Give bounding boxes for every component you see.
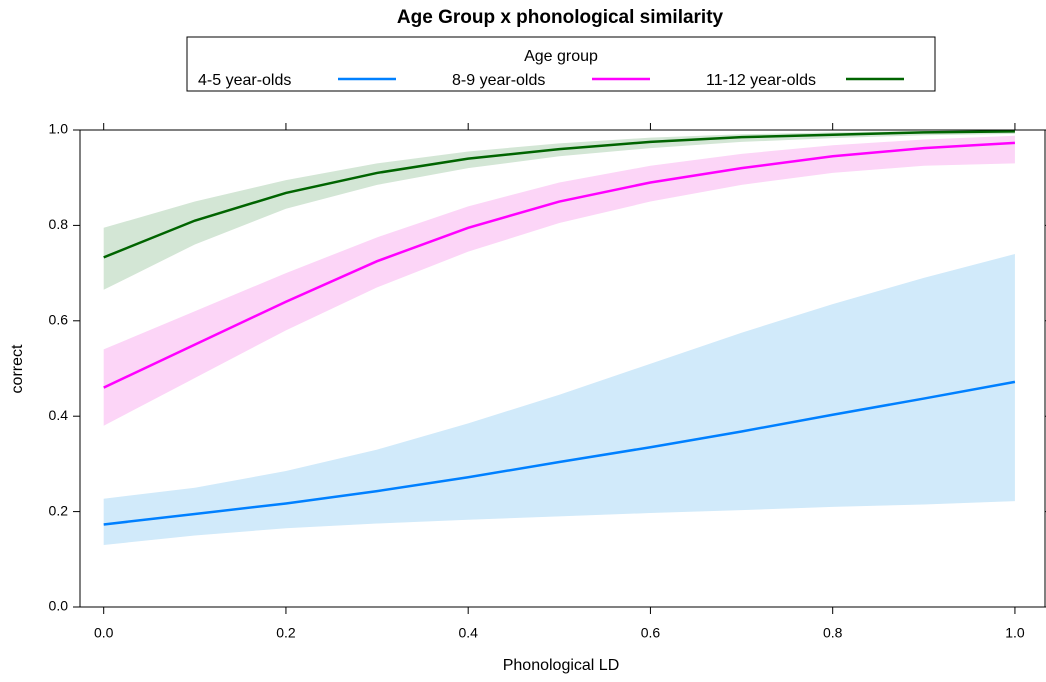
- line: [103, 130, 1015, 259]
- y-tick-label: 0.2: [49, 502, 69, 518]
- y-tick-label: 0.4: [49, 407, 69, 423]
- legend-label: 4-5 year-olds: [198, 72, 291, 89]
- line: [103, 380, 1016, 526]
- x-tick-label: 0.4: [458, 625, 478, 641]
- x-axis-label: Phonological LD: [503, 657, 620, 674]
- legend-label: 11-12 year-olds: [706, 72, 816, 89]
- x-tick-label: 0.6: [641, 625, 661, 641]
- chart-title: Age Group x phonological similarity: [397, 7, 724, 28]
- x-tick-label: 0.8: [823, 625, 843, 641]
- legend-title: Age group: [524, 48, 598, 65]
- plot-frame: [79, 129, 1046, 608]
- y-tick-label: 0.8: [49, 216, 69, 232]
- confidence-band: [103, 254, 1015, 545]
- y-tick-label: 0.0: [49, 598, 69, 614]
- confidence-band: [103, 135, 1015, 426]
- y-axis-label: correct: [9, 344, 26, 393]
- x-tick-label: 0.2: [276, 625, 296, 641]
- x-tick-label: 1.0: [1005, 625, 1025, 641]
- y-tick-label: 1.0: [49, 121, 69, 137]
- line: [103, 141, 1016, 389]
- legend-box: [186, 36, 936, 92]
- legend-label: 8-9 year-olds: [452, 72, 545, 89]
- y-tick-label: 0.6: [49, 312, 69, 328]
- x-tick-label: 0.0: [94, 625, 114, 641]
